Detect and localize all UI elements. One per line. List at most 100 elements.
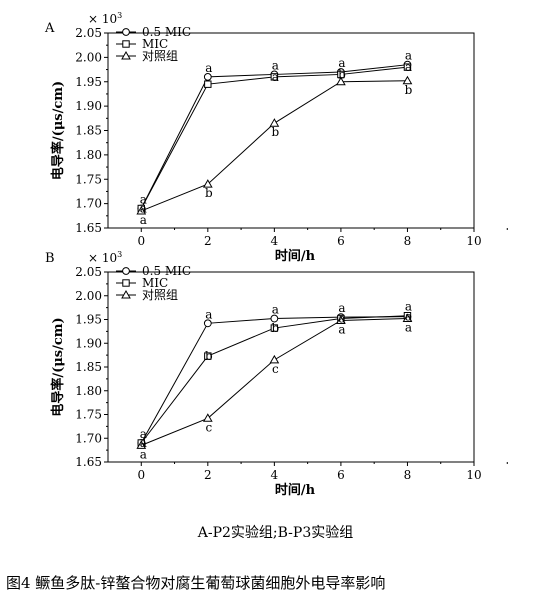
panel-a-significance-letter: a <box>140 213 147 227</box>
panel-b-series-3-point <box>269 354 280 364</box>
panel-a-legend-entry: 对照组 <box>142 49 178 63</box>
panel-a-x-tick-label: 10 <box>466 234 481 248</box>
panel-b-y-tick-label: 1.70 <box>75 431 102 445</box>
panel-a-y-tick-label: 1.65 <box>75 221 102 235</box>
panel-a-y-tick-label: 1.95 <box>75 75 102 89</box>
panel-a-significance-letter: b <box>272 125 280 139</box>
panel-a-legend-marker <box>122 28 130 36</box>
panel-b-label: B <box>45 251 55 266</box>
panel-a-significance-letter: a <box>272 58 279 72</box>
panel-b-legend-marker <box>122 279 130 287</box>
panel-a-significance-letter: a <box>205 61 212 75</box>
panel-b-significance-letter: a <box>338 312 345 326</box>
panel-b-significance-letter: a <box>140 436 147 450</box>
panel-b-x-tick-label: 0 <box>137 468 145 482</box>
panel-a-series-3-point <box>136 205 147 215</box>
panel-a-significance-letter: b <box>405 83 413 97</box>
panel-a-x-tick-label: 8 <box>404 234 412 248</box>
panel-b-y-tick-label: 2.05 <box>75 265 102 279</box>
panel-a-x-tick-label: 0 <box>137 234 145 248</box>
panel-b-x-tick-label: 4 <box>271 468 279 482</box>
panel-b-series-3-point <box>336 315 346 324</box>
panel-a-y-tick-label: 1.85 <box>75 124 102 138</box>
panel-a-significance-letter: a <box>140 193 147 207</box>
panel-a-y-tick-label: 2.05 <box>75 26 102 40</box>
panel-a-significance-letter: a <box>338 56 345 70</box>
panel-a-series-3-point <box>269 118 280 127</box>
panel-a-series-3-point <box>336 76 346 86</box>
panel-a-x-tick-label: 6 <box>337 234 345 248</box>
panel-b-series-3-point <box>402 313 413 323</box>
panel-b-legend-entry: 0.5 MIC <box>142 264 191 278</box>
panel-a-y-tick-label: 2.00 <box>75 50 102 64</box>
panel-b-significance-letter: a <box>405 300 412 314</box>
panel-b-series-3-point <box>136 440 147 449</box>
panel-b-significance-letter: a <box>272 303 279 317</box>
panel-b-multiplier: × 103 <box>88 250 122 265</box>
panel-b-significance-letter: b <box>272 321 280 335</box>
panel-a-x-tick-label: 2 <box>204 234 212 248</box>
panel-b-series-3-line <box>141 318 408 446</box>
panel-b-series-1-point <box>270 314 279 323</box>
panel-a-significance-letter: a <box>405 49 412 63</box>
panel-b-y-axis-title: 电导率/(μs/cm) <box>50 317 66 416</box>
panel-a-significance-letter: b <box>338 67 346 81</box>
sub-caption: A-P2实验组;B-P3实验组 <box>197 525 354 541</box>
figure-caption: 图4 鳜鱼多肽-锌螯合物对腐生葡萄球菌细胞外电导率影响 <box>6 574 386 592</box>
panel-a-legend-marker <box>121 50 131 60</box>
panel-a-multiplier: × 103 <box>88 11 122 26</box>
panel-b-significance-letter: c <box>272 362 279 376</box>
panel-b-series-1-line <box>140 316 408 444</box>
panel-b-x-tick-label: 6 <box>337 468 345 482</box>
panel-a-series-3-point <box>202 179 213 188</box>
panel-a-significance-letter: a <box>140 202 147 216</box>
panel-b-x-tick-label: 8 <box>404 468 412 482</box>
panel-b-significance-letter: a <box>140 447 147 461</box>
panel-a-significance-letter: a <box>272 70 279 84</box>
panel-a-legend-entry: 0.5 MIC <box>142 25 191 39</box>
panel-b-y-tick-label: 1.65 <box>75 455 102 469</box>
panel-a-series-2-point <box>403 63 412 71</box>
panel-b-significance-letter: b <box>205 349 213 363</box>
panel-a-x-tick-label: 4 <box>271 234 279 248</box>
panel-a-series-3-point <box>402 75 413 85</box>
panel-b-series-3-point <box>202 413 213 422</box>
panel-b-x-axis-title: 时间/h <box>275 482 316 498</box>
panel-b-significance-letter: a <box>338 322 345 336</box>
panel-b-y-tick-label: 2.00 <box>75 289 102 303</box>
panel-b-series-1-point <box>203 319 212 328</box>
panel-a-y-tick-label: 1.70 <box>75 197 102 211</box>
panel-a-legend-entry: MIC <box>142 37 168 51</box>
panel-b-y-tick-label: 1.85 <box>75 360 102 374</box>
panel-a-label: A <box>44 21 55 36</box>
panel-b-legend-marker <box>121 289 131 299</box>
panel-b-x-tick-label: 2 <box>204 468 212 482</box>
panel-a-series-2-point <box>204 80 212 88</box>
panel-a-series-1-point <box>203 72 212 81</box>
panel-a-series-2-point <box>270 73 279 81</box>
panel-b-y-tick-label: 1.80 <box>75 384 102 398</box>
panel-a-series-3-line <box>141 80 408 212</box>
panel-a-legend-marker <box>122 40 130 48</box>
panel-b-y-tick-label: 1.95 <box>75 313 102 327</box>
panel-b-y-tick-label: 1.90 <box>75 336 102 350</box>
panel-b-y-tick-label: 1.75 <box>75 408 102 422</box>
panel-a-y-tick-label: 1.80 <box>75 148 102 162</box>
panel-b-legend-marker <box>122 267 130 275</box>
panel-a-y-tick-label: 1.90 <box>75 99 102 113</box>
panel-b-series-2-point <box>270 324 279 332</box>
panel-b-x-tick-label: 10 <box>466 468 481 482</box>
panel-a-x-axis-title: 时间/h <box>275 248 316 264</box>
panel-a-y-tick-label: 1.75 <box>75 172 102 186</box>
panel-b-significance-letter: a <box>205 307 212 321</box>
panel-b-series-2-point <box>204 352 212 360</box>
panel-b-legend-entry: MIC <box>142 276 168 290</box>
panel-b-significance-letter: a <box>338 301 345 315</box>
panel-b-significance-letter: a <box>405 310 412 324</box>
panel-b-significance-letter: a <box>405 321 412 335</box>
panel-b-significance-letter: c <box>205 420 212 434</box>
panel-b-significance-letter: a <box>140 427 147 441</box>
panel-a-significance-letter: b <box>205 186 213 200</box>
panel-b-legend-entry: 对照组 <box>142 288 178 302</box>
